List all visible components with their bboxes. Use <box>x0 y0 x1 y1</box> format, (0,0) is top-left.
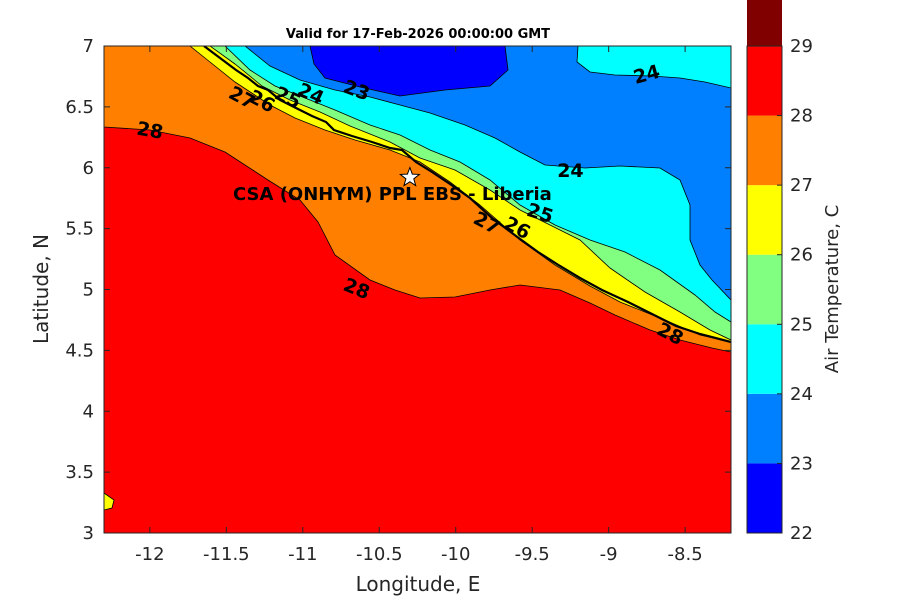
colorbar-tick-label: 28 <box>790 106 813 127</box>
y-tick-label: 5 <box>83 280 94 301</box>
contour-label: 28 <box>135 118 165 144</box>
colorbar-band <box>747 185 782 255</box>
colorbar-tick-label: 25 <box>790 314 813 335</box>
site-marker-group: CSA (ONHYM) PPL EBS - Liberia <box>233 166 552 205</box>
colorbar-band <box>747 254 782 325</box>
y-tick-label: 3.5 <box>65 462 94 483</box>
y-tick-label: 4.5 <box>65 340 94 361</box>
star-icon <box>398 166 421 187</box>
y-tick-label: 5.5 <box>65 219 94 240</box>
coastline <box>203 46 731 344</box>
x-tick-label: -11.5 <box>203 544 250 565</box>
region-23-24-main <box>244 46 731 301</box>
y-tick-label: 7 <box>83 36 94 57</box>
x-axis-label: Longitude, E <box>356 572 481 596</box>
y-axis-label: Latitude, N <box>29 234 53 344</box>
colorbar-tick-label: 27 <box>790 175 813 196</box>
y-tick-label: 6.5 <box>65 97 94 118</box>
colorbar-tick-label: 26 <box>790 245 813 266</box>
x-tick-label: -11 <box>288 544 317 565</box>
x-tick-label: -9.5 <box>515 544 550 565</box>
y-tick-label: 3 <box>83 523 94 544</box>
contour-field <box>104 46 731 533</box>
colorbar-tick-label: 22 <box>790 523 813 544</box>
region-22-23 <box>309 46 509 97</box>
colorbar-band <box>747 324 782 394</box>
colorbar-band <box>747 46 782 116</box>
colorbar-band <box>747 393 782 464</box>
chart-title: Valid for 17-Feb-2026 00:00:00 GMT <box>286 27 550 42</box>
contour-label: 24 <box>557 160 583 182</box>
x-tick-label: -12 <box>135 544 164 565</box>
colorbar-frame <box>746 45 783 534</box>
colorbar-band <box>747 463 782 533</box>
region-26-27-patch <box>104 492 115 511</box>
x-tick-label: -10.5 <box>356 544 403 565</box>
x-axis: -12 -11.5 -11 -10.5 -10 -9.5 -9 -8.5 <box>135 46 703 565</box>
colorbar-tick-label: 23 <box>790 453 813 474</box>
x-tick-label: -9 <box>600 544 618 565</box>
x-tick-label: -8.5 <box>668 544 703 565</box>
colorbar-band <box>747 0 782 46</box>
y-tick-label: 4 <box>83 401 94 422</box>
colorbar-band <box>747 115 782 186</box>
y-tick-label: 6 <box>83 158 94 179</box>
region-24-25-island <box>576 46 731 89</box>
site-label: CSA (ONHYM) PPL EBS - Liberia <box>233 184 552 205</box>
colorbar-label: Air Temperature, C <box>822 205 843 373</box>
x-tick-label: -10 <box>441 544 470 565</box>
colorbar: 22 23 24 25 26 27 28 29 <box>746 0 813 544</box>
colorbar-tick-label: 29 <box>790 36 813 57</box>
colorbar-tick-label: 24 <box>790 384 813 405</box>
y-axis: 3 3.5 4 4.5 5 5.5 6 6.5 7 <box>65 36 731 544</box>
